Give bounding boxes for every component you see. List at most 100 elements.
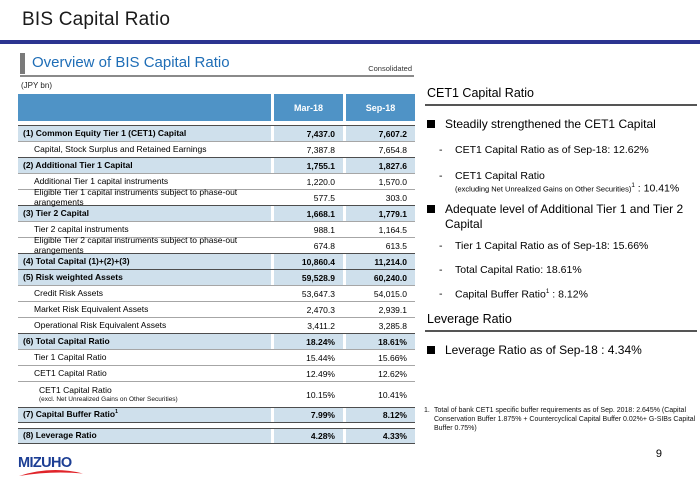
table-row: Market Risk Equivalent Assets 2,470.3 2,93… [18, 301, 415, 317]
table-row: CET1 Capital Ratio (excl. Net Unrealized … [18, 381, 415, 407]
value-sep: 3,285.8 [343, 318, 415, 333]
row-label: Eligible Tier 2 capital instruments subj… [34, 234, 238, 255]
table-row: Eligible Tier 2 capital instruments subj… [18, 234, 415, 255]
value-sep: 54,015.0 [343, 286, 415, 301]
table-row: (3) Tier 2 Capital 1,668.1 1,779.1 [18, 205, 415, 221]
square-bullet-icon [427, 346, 435, 355]
row-label: (5) Risk weighted Assets [23, 271, 123, 282]
value-sep: 4.33% [343, 429, 415, 443]
value-mar: 15.44% [271, 350, 343, 365]
value-sep: 7,607.2 [343, 126, 415, 141]
sub-bullet-item: - Capital Buffer Ratio1 : 8.12% [439, 288, 697, 301]
table-row: (4) Total Capital (1)+(2)+(3) 10,860.4 11,… [18, 253, 415, 269]
value-mar: 7,387.8 [271, 142, 343, 157]
value-mar: 18.24% [271, 334, 343, 349]
value-sep: 11,214.0 [343, 254, 415, 269]
row-label: Operational Risk Equivalent Assets [34, 319, 167, 330]
dash-bullet-icon: - [439, 144, 443, 157]
value-mar: 7.99% [271, 408, 343, 422]
row-label: Credit Risk Assets [34, 287, 103, 298]
value-mar: 53,647.3 [271, 286, 343, 301]
value-sep: 10.41% [343, 382, 415, 407]
table-header-row: Mar-18 Sep-18 [18, 94, 415, 121]
dash-bullet-icon: - [439, 287, 443, 300]
overview-section-header: Overview of BIS Capital Ratio Consolidat… [20, 53, 414, 77]
value-sep: 8.12% [343, 408, 415, 422]
table-row: (6) Total Capital Ratio 18.24% 18.61% [18, 333, 415, 349]
table-row: Tier 2 capital instruments 988.1 1,164.5 [18, 221, 415, 237]
value-sep: 1,164.5 [343, 222, 415, 237]
slide-title: BIS Capital Ratio [22, 9, 171, 30]
row-label: (7) Capital Buffer Ratio1 [23, 409, 118, 420]
value-mar: 1,755.1 [271, 158, 343, 173]
row-label: CET1 Capital Ratio [34, 367, 107, 378]
value-sep: 7,654.8 [343, 142, 415, 157]
row-label: (8) Leverage Ratio [23, 430, 97, 441]
value-mar: 1,668.1 [271, 206, 343, 221]
footnote-marker: 1. [424, 407, 430, 414]
bullet-item: Adequate level of Additional Tier 1 and … [425, 202, 697, 231]
table-row: Eligible Tier 1 capital instruments subj… [18, 186, 415, 207]
row-label: (1) Common Equity Tier 1 (CET1) Capital [23, 127, 187, 138]
value-mar: 10,860.4 [271, 254, 343, 269]
footnote: 1. Total of bank CET1 specific buffer re… [424, 406, 696, 433]
row-label: Capital, Stock Surplus and Retained Earn… [34, 143, 207, 154]
value-mar: 12.49% [271, 366, 343, 381]
value-mar: 577.5 [271, 190, 343, 205]
value-sep: 15.66% [343, 350, 415, 365]
capital-table-body: (1) Common Equity Tier 1 (CET1) Capital 7… [18, 125, 415, 444]
footnote-text: Total of bank CET1 specific buffer requi… [434, 407, 696, 433]
overview-heading: Overview of BIS Capital Ratio [32, 54, 230, 71]
value-sep: 18.61% [343, 334, 415, 349]
dash-bullet-icon: - [439, 264, 443, 277]
sub-bullet-item: - Tier 1 Capital Ratio as of Sep-18: 15.… [439, 240, 697, 253]
value-sep: 613.5 [343, 238, 415, 253]
value-sep: 60,240.0 [343, 270, 415, 285]
row-label: Eligible Tier 1 capital instruments subj… [34, 186, 238, 207]
sub-bullet-item: - CET1 Capital Ratio as of Sep-18: 12.62… [439, 144, 697, 157]
sub-bullet-item: - CET1 Capital Ratio (excluding Net Unre… [439, 170, 697, 196]
value-sep: 12.62% [343, 366, 415, 381]
mizuho-wordmark: MIZUHO [18, 455, 72, 471]
table-row: Additional Tier 1 capital instruments 1,2… [18, 173, 415, 189]
table-row: CET1 Capital Ratio 12.49% 12.62% [18, 365, 415, 381]
row-label: (2) Additional Tier 1 Capital [23, 159, 133, 170]
value-mar: 1,220.0 [271, 174, 343, 189]
value-mar: 4.28% [271, 429, 343, 443]
value-sep: 1,827.6 [343, 158, 415, 173]
bullet-text: Leverage Ratio as of Sep-18 : 4.34% [445, 343, 642, 358]
dash-bullet-icon: - [439, 169, 443, 182]
table-row: Credit Risk Assets 53,647.3 54,015.0 [18, 285, 415, 301]
column-header-mar18: Mar-18 [271, 94, 343, 121]
sub-bullet-text: Tier 1 Capital Ratio as of Sep-18: 15.66… [455, 239, 649, 252]
row-label: Additional Tier 1 capital instruments [34, 175, 169, 186]
table-row: (1) Common Equity Tier 1 (CET1) Capital 7… [18, 125, 415, 141]
commentary-panel: CET1 Capital Ratio Steadily strengthened… [425, 84, 697, 357]
value-mar: 988.1 [271, 222, 343, 237]
square-bullet-icon [427, 120, 435, 128]
column-header-sep18: Sep-18 [343, 94, 415, 121]
table-row: Tier 1 Capital Ratio 15.44% 15.66% [18, 349, 415, 365]
bullet-item: Leverage Ratio as of Sep-18 : 4.34% [425, 343, 697, 357]
section-accent-bar [20, 53, 25, 74]
table-row: Operational Risk Equivalent Assets 3,411.… [18, 317, 415, 333]
value-mar: 59,528.9 [271, 270, 343, 285]
dash-bullet-icon: - [439, 239, 443, 252]
bullet-text: Steadily strengthened the CET1 Capital [445, 117, 656, 131]
value-sep: 2,939.1 [343, 302, 415, 317]
title-rule [0, 40, 700, 44]
unit-label: (JPY bn) [21, 81, 52, 90]
capital-ratio-table: Mar-18 Sep-18 (1) Common Equity Tier 1 (… [18, 94, 415, 444]
sub-bullet-text: CET1 Capital Ratio (excluding Net Unreal… [455, 169, 680, 195]
table-row: (7) Capital Buffer Ratio1 7.99% 8.12% [18, 407, 415, 423]
square-bullet-icon [427, 205, 435, 214]
value-mar: 7,437.0 [271, 126, 343, 141]
value-sep: 1,779.1 [343, 206, 415, 221]
row-label: CET1 Capital Ratio (excl. Net Unrealized … [39, 384, 178, 403]
value-sep: 1,570.0 [343, 174, 415, 189]
bullet-item: Steadily strengthened the CET1 Capital [425, 117, 697, 131]
table-row: Capital, Stock Surplus and Retained Earn… [18, 141, 415, 157]
bullet-text: Adequate level of Additional Tier 1 and … [445, 202, 684, 231]
page-number: 9 [655, 448, 662, 460]
mizuho-logo: MIZUHO [18, 455, 90, 477]
